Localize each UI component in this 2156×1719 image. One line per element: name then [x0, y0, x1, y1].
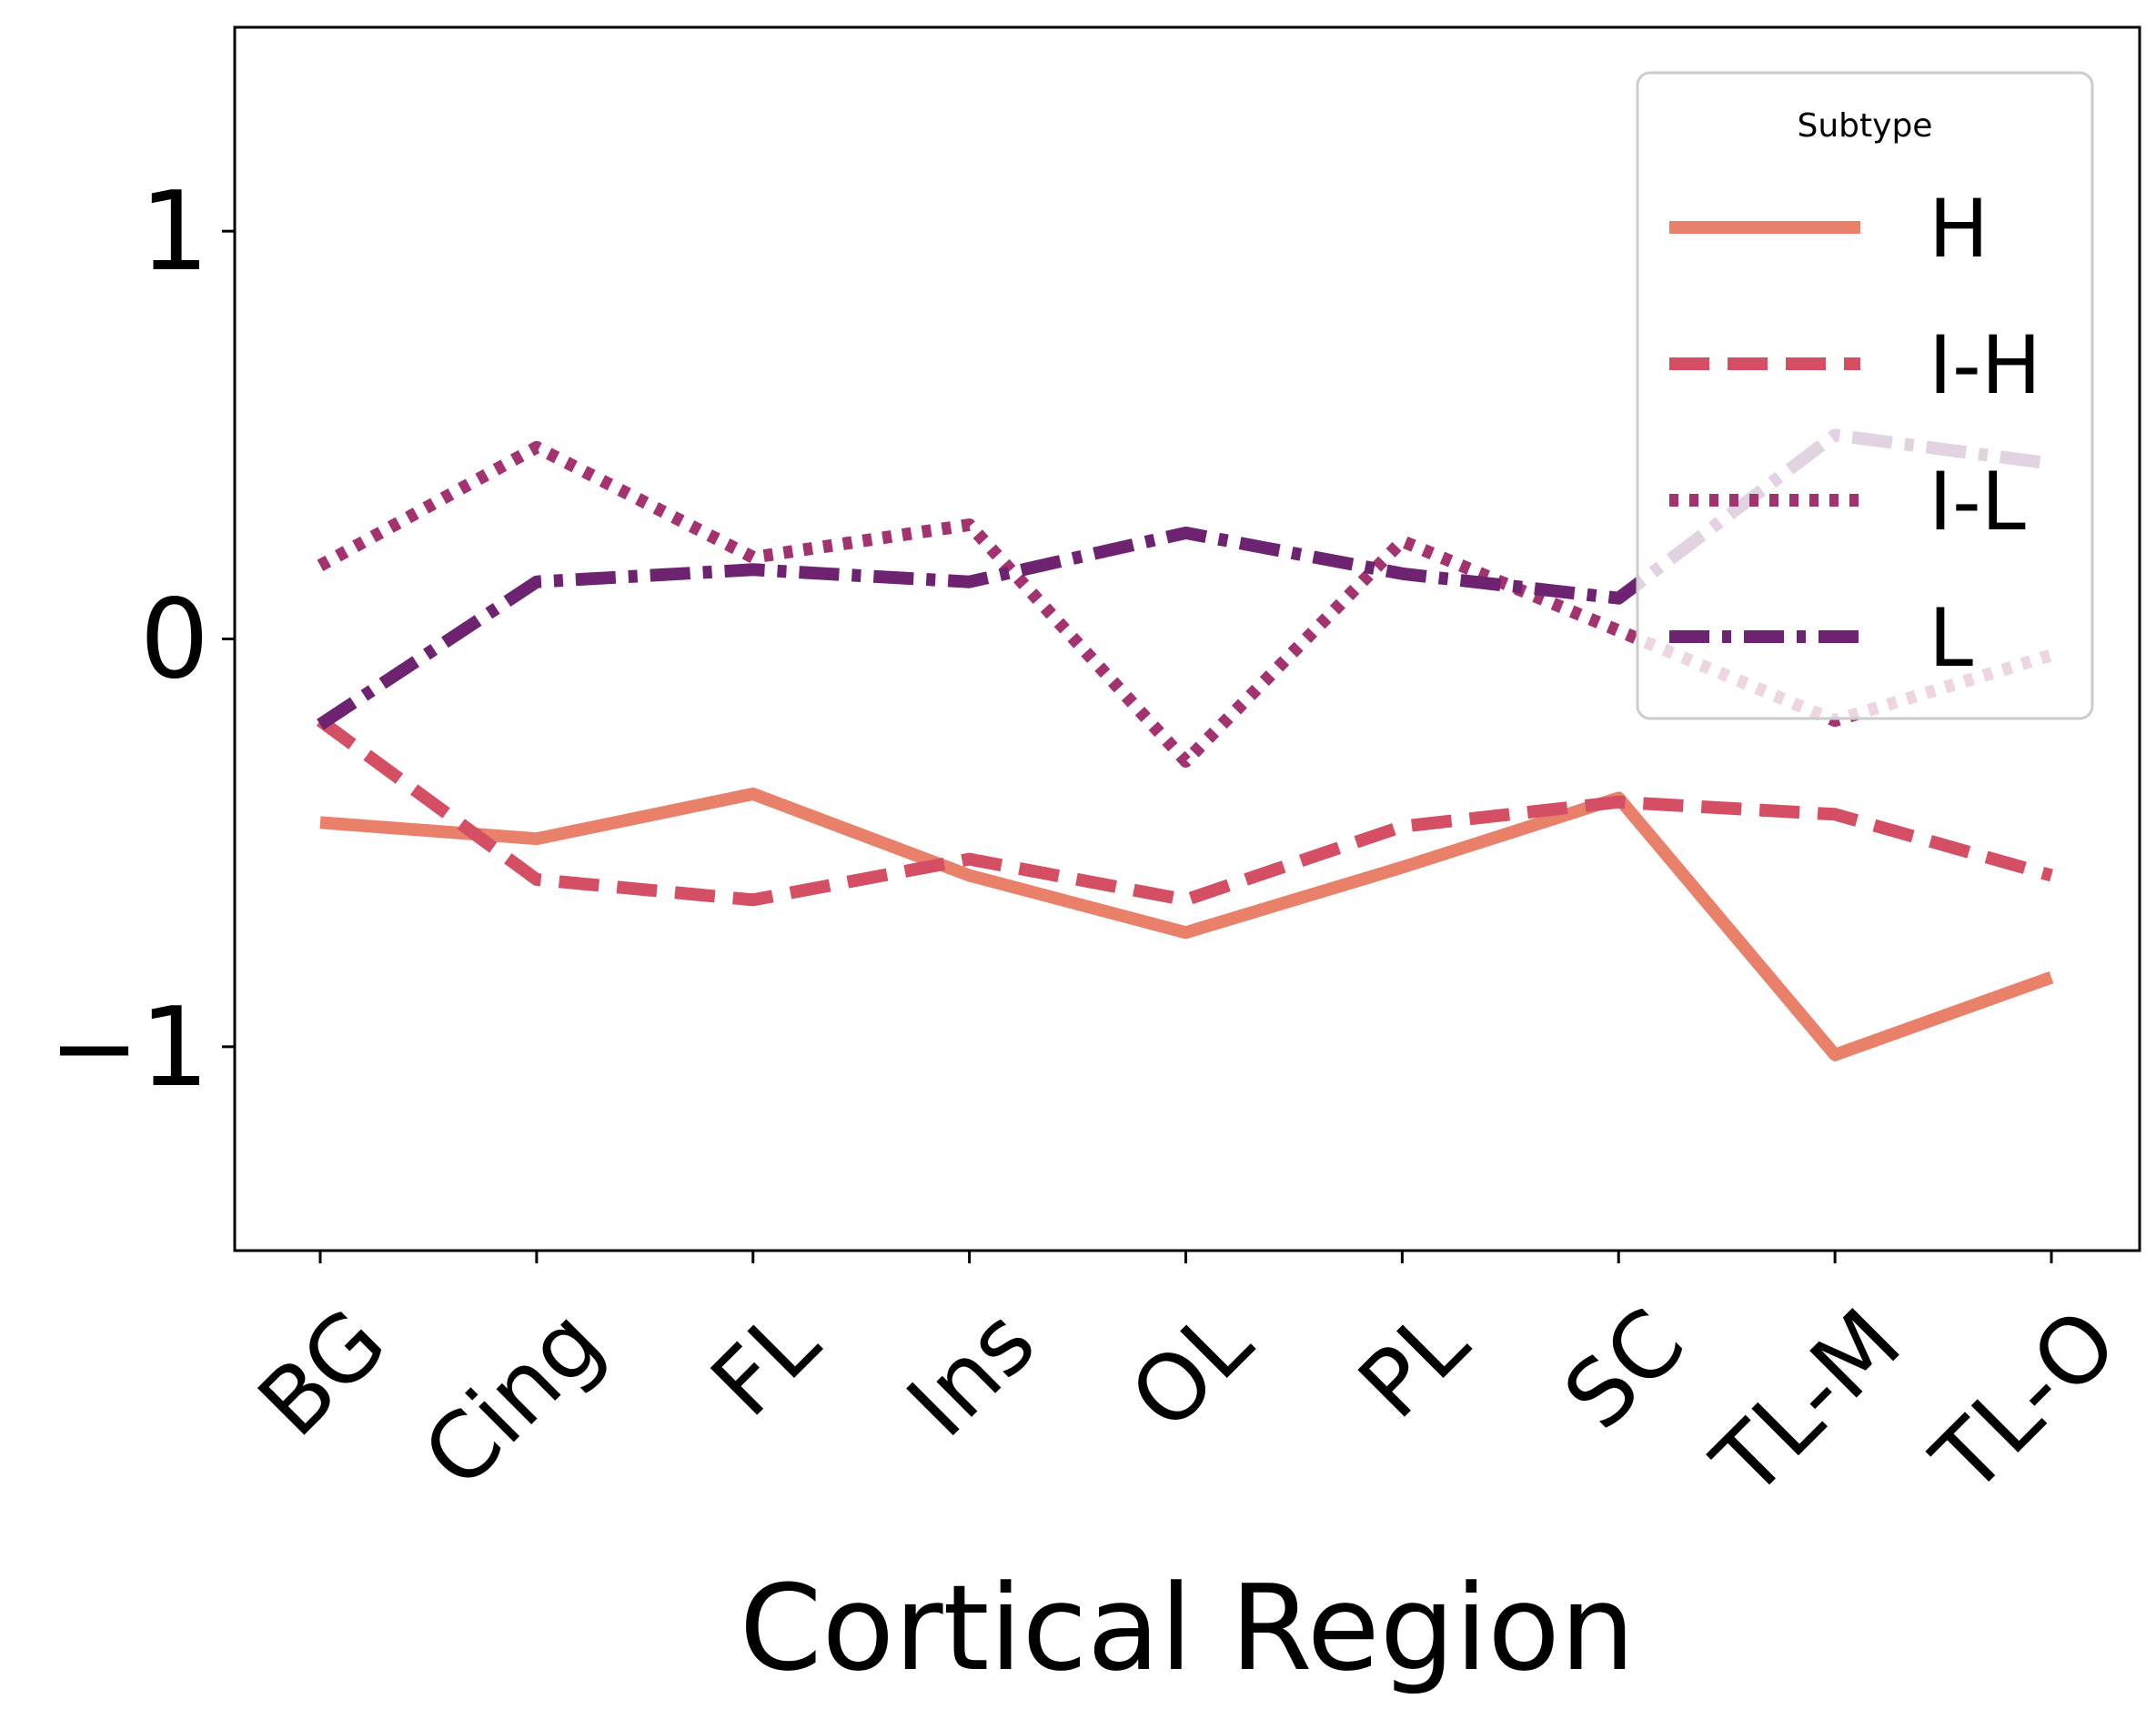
x-tick-label: SC [1544, 1289, 1705, 1450]
y-tick-label: 1 [140, 169, 209, 296]
legend: Subtype H I-H I-L L [1636, 71, 2094, 720]
x-tick-label: PL [1338, 1289, 1488, 1439]
series-line-h [319, 787, 2054, 1061]
legend-label-l: L [1929, 591, 1973, 685]
series-line-i-h [316, 715, 2053, 907]
x-tick-label: TL-O [1912, 1289, 2138, 1514]
legend-label-h: H [1929, 182, 1989, 276]
legend-box [1636, 71, 2094, 720]
legend-title: Subtype [1798, 107, 1933, 145]
x-axis-label: Cortical Region [740, 1559, 1635, 1697]
x-tick-label: BG [238, 1289, 407, 1457]
x-tick-label: OL [1110, 1289, 1272, 1451]
x-tick-label: Ins [887, 1289, 1055, 1457]
y-tick-label: 0 [140, 578, 209, 704]
y-axis: 1 0 −1 [48, 169, 235, 1111]
series-line-l [317, 428, 2052, 730]
x-tick-label: TL-M [1692, 1289, 1920, 1517]
x-tick-label: FL [691, 1289, 840, 1437]
x-tick-label: Cing [403, 1289, 622, 1508]
legend-label-i-h: I-H [1929, 318, 2041, 412]
legend-label-i-l: I-L [1929, 455, 2026, 548]
y-tick-label: −1 [48, 985, 209, 1111]
